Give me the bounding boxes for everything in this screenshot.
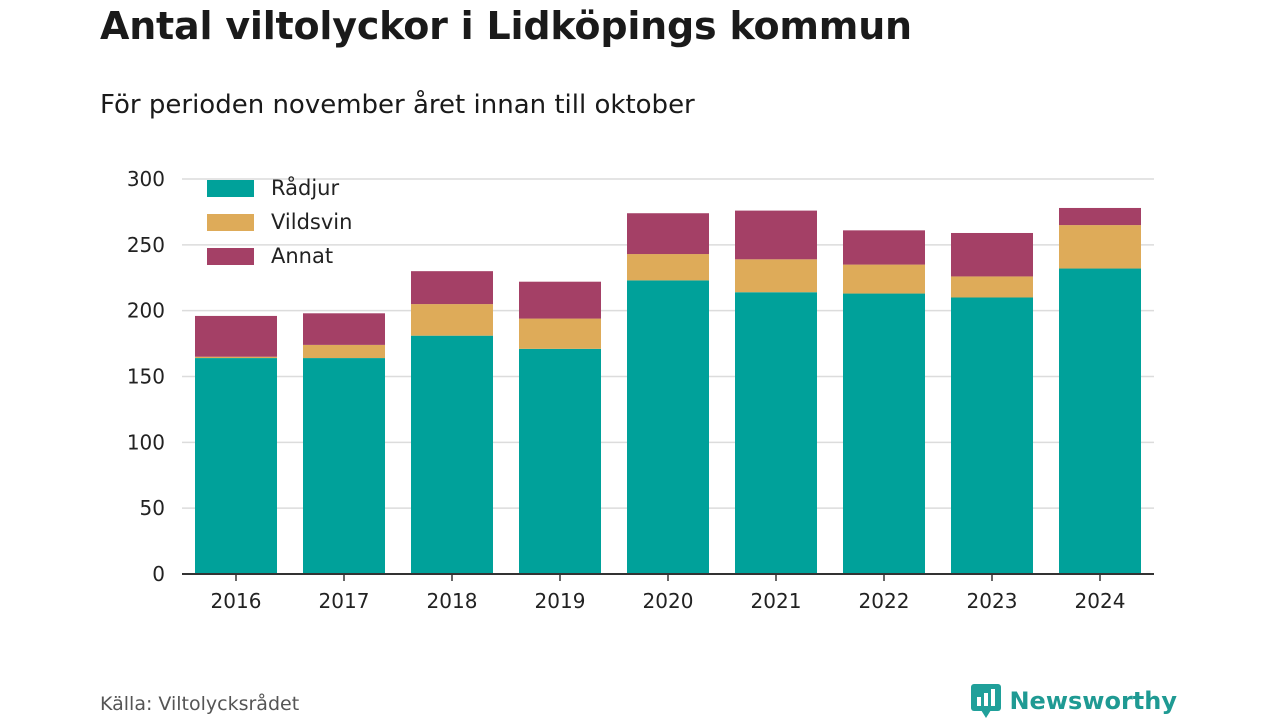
bar-segment-vildsvin bbox=[843, 264, 925, 294]
bar-segment-annat bbox=[843, 230, 925, 265]
x-tick-label: 2023 bbox=[967, 589, 1018, 613]
y-tick-label: 200 bbox=[127, 299, 165, 323]
bar-segment-annat bbox=[1059, 207, 1141, 226]
bar-segment-rådjur bbox=[951, 297, 1033, 574]
x-axis: 2016 2017 2018 2019 2020 2021 2022 2023 2024 bbox=[182, 573, 1154, 613]
bar-segment-vildsvin bbox=[411, 304, 493, 336]
y-tick-label: 0 bbox=[152, 562, 165, 586]
chart-subtitle: För perioden november året innan till ok… bbox=[100, 90, 695, 120]
legend-label: Vildsvin bbox=[271, 210, 352, 234]
y-tick-label: 250 bbox=[127, 233, 165, 257]
bar-segment-annat bbox=[303, 313, 385, 345]
x-tick-label: 2021 bbox=[751, 589, 802, 613]
x-tick-label: 2019 bbox=[535, 589, 586, 613]
x-tick-label: 2022 bbox=[859, 589, 910, 613]
bar-segment-rådjur bbox=[1059, 268, 1141, 574]
bar-segment-vildsvin bbox=[735, 259, 817, 293]
y-tick-label: 300 bbox=[127, 167, 165, 191]
newsworthy-logo-icon bbox=[971, 684, 1002, 718]
x-tick-label: 2020 bbox=[643, 589, 694, 613]
bar-segment-rådjur bbox=[411, 335, 493, 574]
bar-segment-vildsvin bbox=[627, 254, 709, 281]
bar-segment-vildsvin bbox=[951, 276, 1033, 298]
bar-segment-vildsvin bbox=[195, 356, 277, 359]
bar-segment-rådjur bbox=[735, 292, 817, 574]
y-axis-tick-labels: 0 50 100 150 200 250 300 bbox=[127, 167, 165, 586]
bar-segment-annat bbox=[519, 281, 601, 319]
bar-segment-vildsvin bbox=[1059, 225, 1141, 269]
brand-logo: Newsworthy bbox=[971, 684, 1177, 718]
x-tick-label: 2016 bbox=[211, 589, 262, 613]
legend-label: Rådjur bbox=[271, 175, 339, 200]
bar-segment-rådjur bbox=[303, 358, 385, 574]
bar-segment-rådjur bbox=[519, 348, 601, 574]
bar-segment-annat bbox=[627, 213, 709, 255]
source-note: Källa: Viltolycksrådet bbox=[100, 693, 300, 715]
legend-swatch-rådjur bbox=[207, 180, 254, 197]
bar-segment-rådjur bbox=[195, 358, 277, 574]
bar-stacks bbox=[195, 207, 1141, 574]
x-tick-label: 2018 bbox=[427, 589, 478, 613]
bar-segment-annat bbox=[951, 232, 1033, 277]
x-tick-label: 2017 bbox=[319, 589, 370, 613]
y-tick-label: 150 bbox=[127, 365, 165, 389]
x-tick-label: 2024 bbox=[1075, 589, 1126, 613]
legend-label: Annat bbox=[271, 244, 333, 268]
chart-title: Antal viltolyckor i Lidköpings kommun bbox=[100, 4, 912, 48]
bar-segment-vildsvin bbox=[519, 318, 601, 349]
legend-swatch-annat bbox=[207, 248, 254, 265]
legend-swatch-vildsvin bbox=[207, 214, 254, 231]
bar-segment-annat bbox=[195, 315, 277, 357]
bar-segment-vildsvin bbox=[303, 344, 385, 359]
legend: Rådjur Vildsvin Annat bbox=[207, 175, 352, 268]
bar-segment-annat bbox=[735, 210, 817, 260]
bar-segment-annat bbox=[411, 271, 493, 305]
brand-name: Newsworthy bbox=[1009, 687, 1177, 715]
bar-segment-rådjur bbox=[843, 293, 925, 574]
y-tick-label: 50 bbox=[140, 496, 165, 520]
y-tick-label: 100 bbox=[127, 430, 165, 454]
bar-segment-rådjur bbox=[627, 280, 709, 574]
